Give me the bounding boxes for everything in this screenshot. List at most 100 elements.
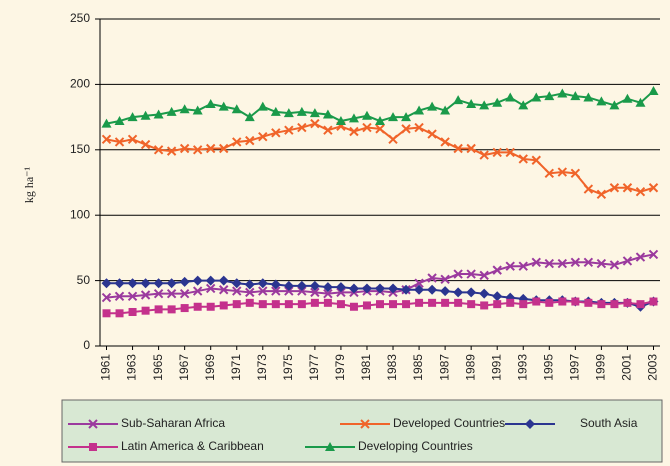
data-point xyxy=(271,286,281,296)
data-point xyxy=(335,282,346,293)
data-point xyxy=(635,97,646,107)
legend-marker xyxy=(89,443,97,451)
data-point xyxy=(596,96,607,106)
data-point xyxy=(505,147,515,158)
data-point xyxy=(127,278,138,289)
data-point xyxy=(622,256,633,266)
data-point xyxy=(467,300,476,309)
data-point xyxy=(440,105,451,115)
x-tick-label: 1973 xyxy=(255,354,269,381)
legend-marker xyxy=(325,442,335,451)
data-point xyxy=(453,95,464,105)
data-point xyxy=(609,183,620,193)
data-point xyxy=(388,283,399,294)
legend-box xyxy=(61,399,663,463)
data-point xyxy=(192,145,203,155)
data-point xyxy=(219,285,229,295)
data-point xyxy=(389,300,398,309)
data-point xyxy=(557,88,568,98)
data-point xyxy=(336,300,345,309)
y-tick-label: 250 xyxy=(70,11,90,25)
data-point xyxy=(648,249,659,260)
data-point xyxy=(362,122,372,133)
data-point xyxy=(505,92,516,102)
data-point xyxy=(571,297,580,306)
data-point xyxy=(114,278,125,289)
data-point xyxy=(518,154,528,164)
data-point xyxy=(296,106,307,116)
data-point xyxy=(153,278,164,289)
data-point xyxy=(349,302,358,311)
data-point xyxy=(232,286,242,296)
x-tick-label: 1993 xyxy=(515,354,529,381)
data-point xyxy=(402,300,411,309)
data-point xyxy=(570,168,581,179)
data-point xyxy=(597,300,606,309)
data-point xyxy=(153,145,164,155)
data-point xyxy=(335,116,346,126)
x-tick-label: 1969 xyxy=(203,354,217,381)
data-point xyxy=(323,288,333,299)
x-tick-label: 1967 xyxy=(177,354,191,381)
x-tick-label: 1991 xyxy=(489,354,503,381)
data-point xyxy=(258,300,267,309)
data-point xyxy=(167,305,176,314)
data-point xyxy=(492,291,503,302)
data-point xyxy=(270,279,281,290)
data-point xyxy=(648,183,659,193)
data-point xyxy=(544,91,555,101)
data-point xyxy=(480,301,489,310)
data-point xyxy=(440,274,450,284)
data-point xyxy=(610,300,619,309)
data-point xyxy=(140,139,151,150)
data-point xyxy=(648,85,659,95)
data-point xyxy=(518,100,529,110)
x-tick-label: 1961 xyxy=(99,354,113,381)
data-point xyxy=(154,305,163,314)
data-point xyxy=(428,298,437,307)
data-point xyxy=(492,147,502,158)
data-point xyxy=(114,116,125,126)
data-point xyxy=(415,298,424,307)
data-point xyxy=(192,286,203,296)
data-point xyxy=(375,283,385,294)
legend-marker xyxy=(525,419,535,429)
data-point xyxy=(348,283,359,294)
data-point xyxy=(101,118,112,128)
x-tick-label: 1981 xyxy=(359,354,373,381)
data-point xyxy=(622,183,633,193)
data-point xyxy=(179,288,190,299)
data-point xyxy=(414,278,424,288)
x-tick-label: 1983 xyxy=(385,354,399,381)
y-tick-label: 0 xyxy=(83,338,90,352)
data-point xyxy=(583,92,594,102)
data-point xyxy=(179,276,190,287)
data-point xyxy=(376,300,384,309)
data-point xyxy=(140,110,151,120)
data-point xyxy=(623,298,632,307)
legend-label: Developing Countries xyxy=(358,439,473,453)
data-point xyxy=(101,292,112,303)
data-point xyxy=(179,104,190,114)
x-tick-label: 1985 xyxy=(411,354,425,381)
data-point xyxy=(349,126,359,137)
data-point xyxy=(427,101,438,111)
data-point xyxy=(127,112,138,122)
data-point xyxy=(531,92,542,102)
data-point xyxy=(232,137,242,147)
y-tick-label: 50 xyxy=(77,273,91,287)
data-point xyxy=(140,278,151,289)
data-point xyxy=(479,288,490,299)
data-point xyxy=(466,287,477,298)
data-point xyxy=(518,261,528,271)
data-point xyxy=(296,280,307,291)
x-tick-label: 1975 xyxy=(281,354,295,381)
data-point xyxy=(596,258,607,269)
data-point xyxy=(348,113,359,123)
x-tick-label: 1997 xyxy=(568,354,582,381)
data-point xyxy=(180,304,189,313)
data-point xyxy=(141,306,150,315)
x-tick-label: 1979 xyxy=(333,354,347,381)
data-point xyxy=(361,110,372,120)
data-point xyxy=(466,143,476,154)
